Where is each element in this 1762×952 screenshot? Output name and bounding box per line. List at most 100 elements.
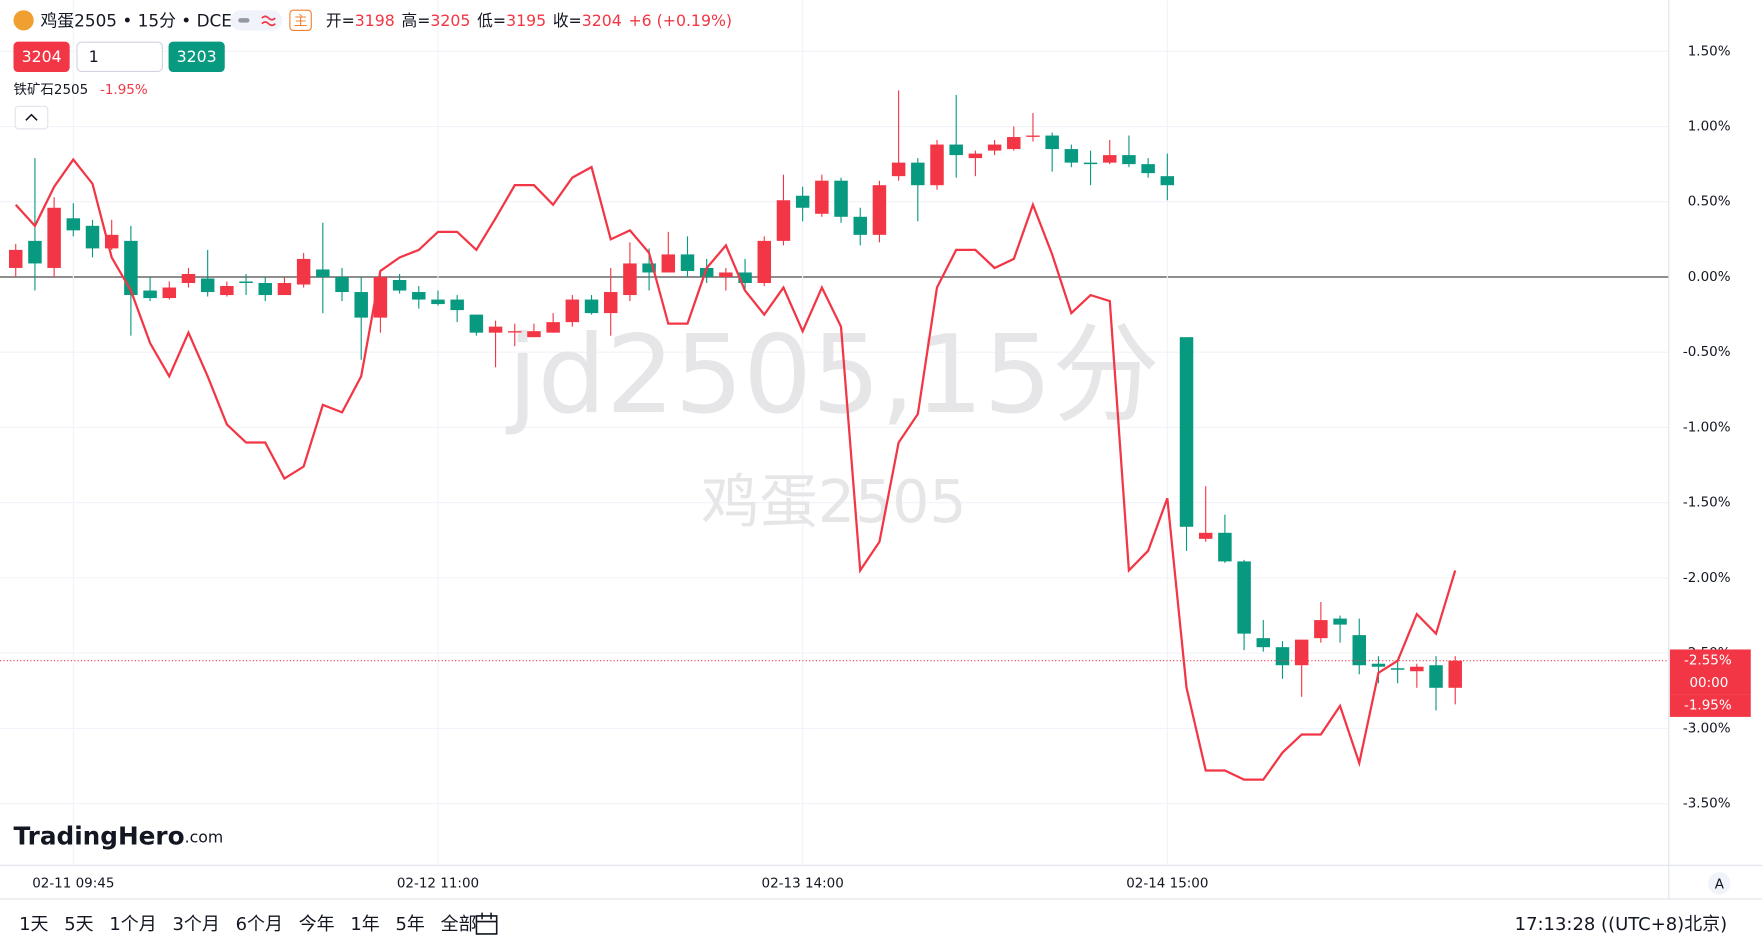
- axis-mode-button[interactable]: [1708, 872, 1731, 895]
- quote-label: 开=: [326, 11, 355, 30]
- range-button[interactable]: 1年: [350, 914, 379, 935]
- range-button[interactable]: 5年: [396, 914, 425, 935]
- candle-body: [603, 292, 618, 314]
- candle-body: [412, 292, 426, 300]
- candle-body: [968, 153, 983, 159]
- range-button[interactable]: 1天: [19, 914, 48, 935]
- candle-body: [258, 283, 272, 296]
- icon: [261, 15, 276, 27]
- clock: 17:13:28 ((UTC+8)北京): [1515, 914, 1728, 935]
- price-tag: [1669, 649, 1751, 695]
- candle-body: [642, 263, 656, 273]
- x-tick-label: 02-11 09:45: [32, 875, 114, 891]
- candle-body: [143, 290, 157, 299]
- range-button[interactable]: 全部: [441, 914, 477, 935]
- countdown: 00:00: [1689, 675, 1728, 691]
- watermark-title: jd2505,15分: [506, 313, 1160, 438]
- quote-label: 高=: [402, 11, 431, 30]
- range-button[interactable]: 3个月: [172, 914, 219, 935]
- candle-body: [853, 216, 867, 235]
- icon: [238, 18, 250, 23]
- x-tick-label: 02-14 15:00: [1126, 875, 1208, 891]
- date-range-button[interactable]: [475, 912, 498, 935]
- brand-logo: TradingHero.com: [13, 821, 223, 850]
- collapse-button[interactable]: [14, 105, 49, 130]
- quantity-input[interactable]: [76, 41, 163, 73]
- quote-change: +6 (+0.19%): [628, 11, 732, 30]
- candle-body: [546, 322, 560, 333]
- candle-body: [680, 254, 695, 271]
- candle-body: [162, 287, 177, 299]
- candle-body: [200, 278, 215, 293]
- y-tick-label: 1.00%: [1688, 119, 1731, 135]
- candle-body: [719, 272, 733, 277]
- candle-body: [1045, 135, 1059, 150]
- candle-body: [565, 299, 580, 323]
- candle-body: [1160, 176, 1175, 186]
- candle-body: [911, 162, 925, 186]
- y-tick-label: -1.50%: [1683, 495, 1731, 511]
- icon: [25, 113, 38, 121]
- candle-body: [1083, 162, 1098, 165]
- candle-body: [527, 331, 541, 338]
- badge: 主: [294, 13, 307, 29]
- range-button[interactable]: 1个月: [109, 914, 156, 935]
- brand-name: TradingHero: [13, 821, 184, 850]
- candle-body: [392, 279, 407, 291]
- y-tick-label: 0.00%: [1688, 269, 1731, 285]
- candle-body: [239, 281, 253, 284]
- range-button[interactable]: 今年: [299, 914, 335, 935]
- price-tag-label: -1.95%: [1684, 698, 1732, 714]
- y-tick-label: -1.00%: [1683, 419, 1731, 435]
- range-button[interactable]: 5天: [64, 914, 93, 935]
- candle-body: [1410, 666, 1424, 672]
- candle-body: [1064, 149, 1079, 163]
- sell-button[interactable]: [13, 41, 70, 73]
- candle-body: [1333, 618, 1347, 625]
- candle-body: [1218, 532, 1232, 562]
- candle-body: [488, 326, 503, 333]
- candle-body: [891, 162, 906, 177]
- candle-body: [1429, 665, 1443, 688]
- candle-body: [354, 292, 368, 318]
- range-button[interactable]: 6个月: [236, 914, 283, 935]
- y-tick-label: -3.00%: [1683, 720, 1731, 736]
- candle-body: [987, 144, 1002, 151]
- quantity: 1: [89, 47, 99, 66]
- y-tick-label: 1.50%: [1688, 43, 1731, 59]
- candle-body: [1256, 638, 1271, 648]
- candle-body: [776, 200, 791, 241]
- candle-body: [335, 276, 349, 293]
- quote-value: 3204: [582, 11, 622, 30]
- buy-button[interactable]: [168, 41, 225, 73]
- candle-body: [220, 286, 234, 296]
- x-tick-label: 02-12 11:00: [397, 875, 479, 891]
- axis-mode: A: [1715, 876, 1725, 892]
- candle-body: [584, 299, 599, 314]
- candle-body: [277, 283, 292, 296]
- candle-body: [124, 240, 138, 296]
- quote-value: 3205: [430, 11, 470, 30]
- quote: 开= 3198 高= 3205 低= 3195 收= 3204 +6 (+0.19%): [326, 11, 732, 30]
- brand-suffix: .com: [185, 827, 224, 846]
- candle-body: [949, 144, 963, 156]
- status-pill[interactable]: [230, 10, 283, 31]
- candle-body: [699, 267, 714, 277]
- candle-body: [85, 225, 100, 249]
- badge-box: [289, 9, 312, 32]
- x-tick-label: 02-13 14:00: [762, 875, 844, 891]
- price-tag-label: -2.55%: [1684, 653, 1732, 669]
- candle-body: [1371, 663, 1386, 667]
- candle-body: [1294, 639, 1309, 666]
- toolbar: 1天 5天 1个月 3个月 6个月 今年 1年 5年 全部: [19, 914, 477, 935]
- legend-value: -1.95%: [100, 82, 148, 98]
- candle-body: [795, 195, 810, 208]
- candle-body: [508, 331, 522, 333]
- candle-body: [431, 299, 445, 305]
- candle-body: [815, 180, 829, 214]
- symbol-logo: [13, 10, 34, 31]
- candle-body: [8, 249, 23, 268]
- candle-body: [757, 240, 772, 284]
